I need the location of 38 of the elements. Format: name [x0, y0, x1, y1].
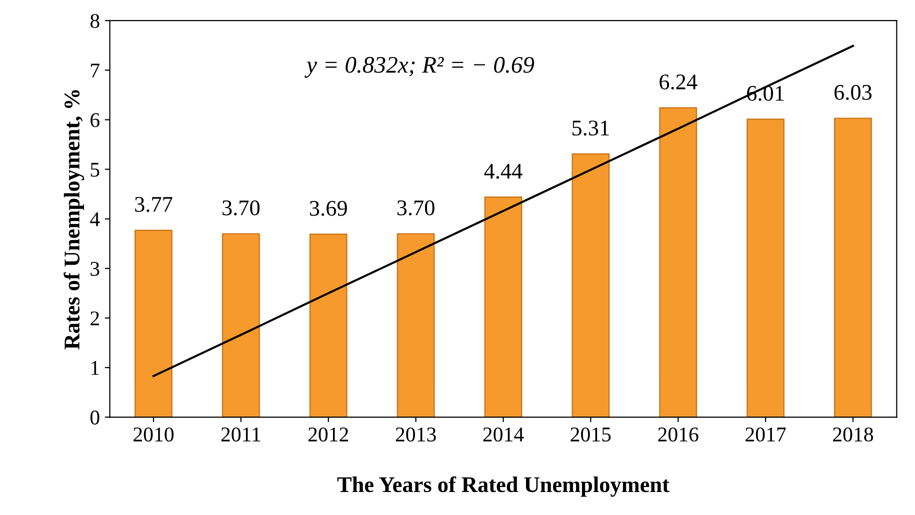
bar [572, 153, 610, 418]
data-label: 6.24 [660, 74, 698, 90]
data-label: 3.70 [222, 200, 260, 216]
y-tick-label: 1 [91, 361, 99, 375]
x-tick-label: 2018 [833, 427, 874, 442]
data-label: 3.70 [397, 200, 434, 216]
x-tick-label: 2010 [134, 427, 174, 442]
x-tick-label: 2013 [396, 427, 436, 442]
y-tick-label: 6 [90, 113, 100, 128]
y-tick-label: 5 [90, 162, 100, 177]
y-tick-label: 4 [90, 212, 100, 226]
bar [484, 196, 522, 418]
bar [659, 107, 698, 418]
x-tick-label: 2011 [221, 427, 260, 442]
data-label: 6.03 [834, 84, 872, 100]
bar [309, 234, 348, 418]
x-tick-label: 2012 [308, 427, 348, 442]
y-tick-label: 8 [90, 14, 100, 28]
annotation: y = 0.832x; R² = − 0.69 [304, 56, 534, 78]
data-label: 3.69 [310, 200, 347, 216]
y-tick-label: 3 [90, 262, 100, 276]
x-tick-label: 2016 [658, 427, 698, 442]
y-tick-label: 0 [90, 410, 100, 425]
bar [222, 233, 260, 418]
bar [834, 118, 872, 418]
y-tick-label: 2 [90, 311, 99, 326]
data-label: 5.31 [572, 120, 609, 136]
x-tick-label: 2017 [746, 427, 786, 442]
bar [134, 230, 172, 418]
bar [396, 233, 435, 418]
bar [746, 118, 784, 418]
y-tick-label: 7 [91, 64, 100, 78]
x-tick-label: 2015 [570, 427, 611, 442]
x-tick-label: 2014 [483, 427, 524, 442]
data-label: 4.44 [484, 164, 522, 179]
x-axis-title: The Years of Rated Unemployment [337, 476, 670, 497]
y-axis-title: Rates of Unemployment, % [64, 90, 84, 350]
data-label: 3.77 [135, 196, 172, 212]
